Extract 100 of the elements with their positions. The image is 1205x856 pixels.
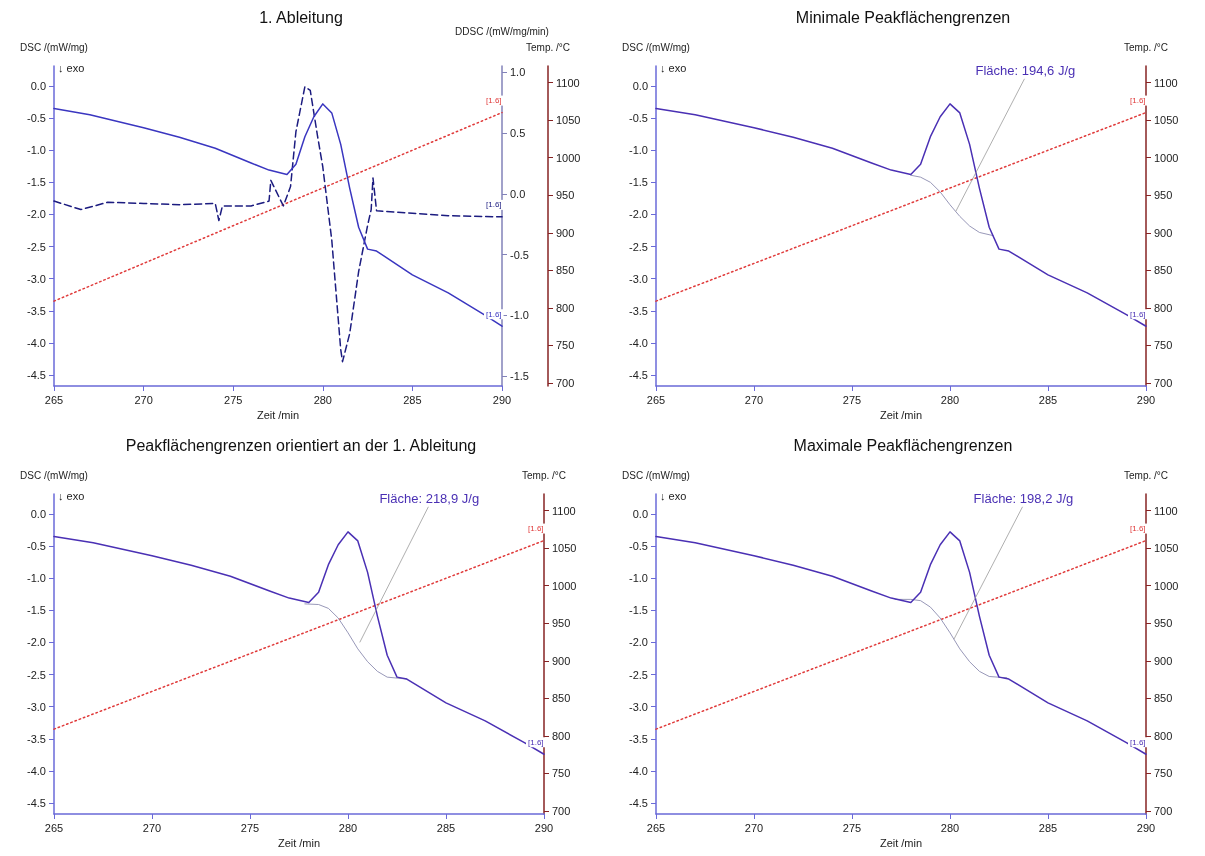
y2-tick-label: 800: [552, 729, 571, 742]
y-tick-label: -2.5: [27, 240, 46, 253]
x-tick-label: 265: [44, 821, 64, 834]
y2-tick-label: 1100: [552, 504, 576, 517]
x-tick-label: 275: [240, 821, 260, 834]
y2-axis-title: Temp. /°C: [1123, 469, 1169, 481]
annotation: ↓ exo: [58, 61, 85, 74]
y-tick-label: -1.0: [27, 144, 46, 157]
y-tick-label: -3.5: [27, 732, 46, 745]
series-label: [1.6]: [1130, 737, 1146, 747]
y2-tick-label: 850: [552, 692, 571, 705]
y-tick-label: -1.5: [27, 176, 46, 189]
y-tick-label: 0.0: [30, 507, 46, 520]
y-tick-label: -1.0: [27, 572, 46, 585]
y-tick-label: -4.5: [27, 369, 46, 382]
y3-axis-title: Temp. /°C: [525, 41, 571, 53]
annotation: Fläche: 194,6 J/g: [975, 63, 1076, 79]
y2-tick-label: 950: [1154, 617, 1173, 630]
x-tick-label: 265: [646, 393, 666, 406]
y2-tick-label: -1.0: [510, 309, 529, 322]
y2-tick-label: 0.0: [510, 187, 526, 200]
y-tick-label: -0.5: [629, 540, 648, 553]
x-tick-label: 270: [142, 821, 162, 834]
x-tick-label: 280: [940, 393, 960, 406]
y2-tick-label: 800: [1154, 301, 1173, 314]
y3-tick-label: 850: [556, 264, 575, 277]
x-tick-label: 290: [492, 393, 512, 406]
y-tick-label: -4.5: [629, 797, 648, 810]
y-tick-label: 0.0: [632, 507, 648, 520]
x-tick-label: 290: [1136, 821, 1156, 834]
y3-tick-label: 1050: [556, 114, 581, 127]
annotation: ↓ exo: [660, 61, 687, 74]
x-axis-title: Zeit /min: [879, 837, 923, 850]
y-axis-title: DSC /(mW/mg): [622, 41, 690, 53]
y-tick-label: -1.5: [629, 604, 648, 617]
y-tick-label: -1.0: [629, 144, 648, 157]
y-tick-label: -4.5: [629, 369, 648, 382]
y3-tick-label: 750: [556, 339, 575, 352]
series-label: [1.6]: [1130, 524, 1146, 534]
x-tick-label: 290: [534, 821, 554, 834]
y-tick-label: -4.5: [27, 797, 46, 810]
y-tick-label: -3.0: [629, 272, 648, 285]
series-label: [1.6]: [486, 309, 502, 319]
y2-tick-label: 1050: [1154, 542, 1179, 555]
y2-axis-title: DDSC /(mW/mg/min): [455, 25, 549, 37]
y-tick-label: -2.0: [629, 208, 648, 221]
x-tick-label: 270: [134, 393, 153, 406]
y2-tick-label: 900: [1154, 226, 1173, 239]
y-axis-title: DSC /(mW/mg): [20, 469, 88, 481]
y3-tick-label: 800: [556, 301, 575, 314]
y-tick-label: -1.5: [629, 176, 648, 189]
y-axis-title: DSC /(mW/mg): [20, 41, 88, 53]
y2-tick-label: 750: [1154, 339, 1173, 352]
y-tick-label: -2.5: [629, 240, 648, 253]
y2-tick-label: 950: [552, 617, 571, 630]
x-tick-label: 275: [224, 393, 243, 406]
y-tick-label: 0.0: [30, 79, 46, 92]
chart-title: 1. Ableitung: [259, 8, 343, 26]
y2-tick-label: 750: [552, 767, 571, 780]
series-label: [1.6]: [486, 96, 502, 106]
y-tick-label: -2.0: [27, 208, 46, 221]
y-tick-label: -3.0: [27, 272, 46, 285]
y2-axis-title: Temp. /°C: [521, 469, 567, 481]
y2-axis-title: Temp. /°C: [1123, 41, 1169, 53]
y-tick-label: -2.0: [27, 636, 46, 649]
y-axis-title: DSC /(mW/mg): [622, 469, 690, 481]
y-tick-label: -4.0: [27, 336, 46, 349]
y2-tick-label: -0.5: [510, 248, 529, 261]
x-tick-label: 285: [403, 393, 422, 406]
x-tick-label: 285: [1038, 821, 1058, 834]
y2-tick-label: 800: [1154, 729, 1173, 742]
y2-tick-label: 900: [552, 654, 571, 667]
y-tick-label: -4.0: [629, 764, 648, 777]
y2-tick-label: 1.0: [510, 66, 526, 79]
y3-tick-label: 1100: [556, 76, 580, 89]
y2-tick-label: 850: [1154, 692, 1173, 705]
y2-tick-label: 850: [1154, 264, 1173, 277]
x-tick-label: 265: [646, 821, 666, 834]
annotation: ↓ exo: [58, 489, 85, 502]
y-tick-label: -0.5: [27, 540, 46, 553]
x-tick-label: 280: [940, 821, 960, 834]
y2-tick-label: 1000: [1154, 151, 1179, 164]
y-tick-label: -2.5: [629, 668, 648, 681]
y-tick-label: -3.0: [27, 700, 46, 713]
x-tick-label: 270: [744, 393, 764, 406]
y-tick-label: 0.0: [632, 79, 648, 92]
x-tick-label: 285: [1038, 393, 1058, 406]
x-tick-label: 290: [1136, 393, 1156, 406]
x-tick-label: 270: [744, 821, 764, 834]
y3-tick-label: 1000: [556, 151, 581, 164]
line-series: [910, 174, 994, 237]
y2-tick-label: 0.5: [510, 126, 526, 139]
y2-tick-label: 700: [1154, 805, 1173, 817]
series-label: [1.6]: [1130, 309, 1146, 319]
chart-title: Peakflächengrenzen orientiert an der 1. Ableitung: [125, 436, 477, 454]
x-tick-label: 280: [338, 821, 358, 834]
y-tick-label: -2.0: [629, 636, 648, 649]
series-label: [1.6]: [528, 737, 544, 747]
y2-tick-label: 900: [1154, 654, 1173, 667]
y2-tick-label: 1100: [1154, 504, 1178, 517]
